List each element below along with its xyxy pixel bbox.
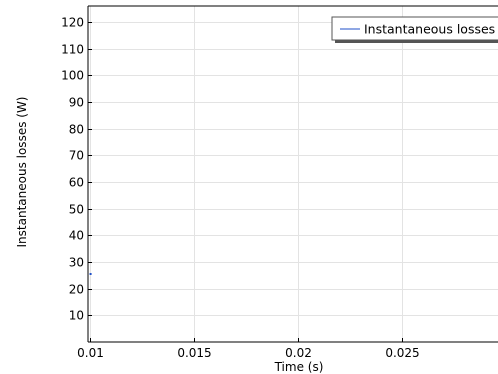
axes — [87, 5, 498, 343]
legend-box — [331, 16, 498, 41]
legend-label: Instantaneous losses — [364, 22, 495, 37]
x-tick-label: 0.01 — [77, 346, 104, 360]
x-tick-label: 0.015 — [177, 346, 211, 360]
x-tick-label: 0.025 — [385, 346, 419, 360]
x-axis-ticks: 0.01 0.015 0.02 0.025 — [77, 338, 420, 360]
y-tick-label: 20 — [69, 283, 84, 297]
y-tick-label: 50 — [69, 203, 84, 217]
plot-series — [89, 273, 92, 275]
x-tick-label: 0.02 — [285, 346, 312, 360]
y-tick-label: 40 — [69, 229, 84, 243]
y-tick-label: 70 — [69, 149, 84, 163]
y-tick-label: 100 — [61, 69, 84, 83]
y-tick-label: 60 — [69, 176, 84, 190]
x-axis-label: Time (s) — [274, 360, 324, 374]
y-axis-label: Instantaneous losses (W) — [15, 97, 29, 248]
y-axis-ticks: 10 20 30 40 50 60 70 80 90 100 110 120 — [61, 16, 92, 323]
grid-lines — [88, 6, 498, 342]
y-tick-label: 110 — [61, 43, 84, 57]
y-tick-label: 30 — [69, 256, 84, 270]
y-tick-label: 80 — [69, 123, 84, 137]
y-tick-label: 120 — [61, 16, 84, 30]
y-tick-label: 90 — [69, 96, 84, 110]
y-tick-label: 10 — [69, 309, 84, 323]
data-point — [89, 273, 92, 275]
legend: Instantaneous losses — [331, 16, 498, 43]
